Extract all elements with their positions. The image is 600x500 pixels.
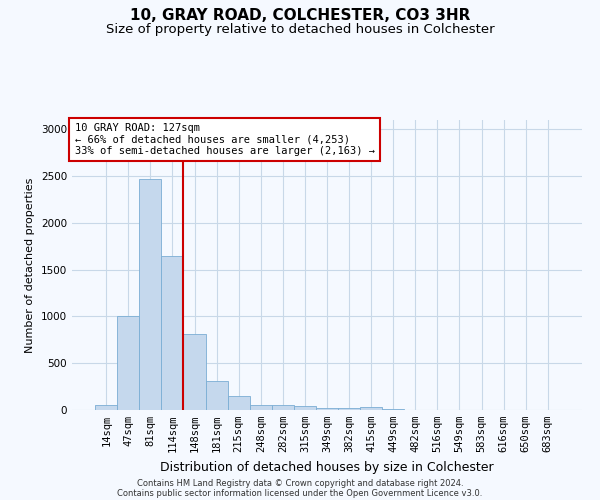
- Bar: [360, 407, 382, 410]
- Bar: [316, 408, 338, 410]
- Bar: [117, 316, 139, 410]
- Bar: [382, 409, 404, 410]
- Text: Size of property relative to detached houses in Colchester: Size of property relative to detached ho…: [106, 22, 494, 36]
- Bar: [338, 408, 360, 410]
- Bar: [294, 406, 316, 410]
- Bar: [139, 179, 161, 410]
- Bar: [95, 405, 117, 410]
- Text: Contains public sector information licensed under the Open Government Licence v3: Contains public sector information licen…: [118, 488, 482, 498]
- Text: Contains HM Land Registry data © Crown copyright and database right 2024.: Contains HM Land Registry data © Crown c…: [137, 478, 463, 488]
- Bar: [206, 382, 227, 410]
- Bar: [184, 334, 206, 410]
- X-axis label: Distribution of detached houses by size in Colchester: Distribution of detached houses by size …: [160, 460, 494, 473]
- Bar: [227, 396, 250, 410]
- Bar: [161, 256, 184, 410]
- Bar: [250, 404, 272, 410]
- Bar: [272, 405, 294, 410]
- Y-axis label: Number of detached properties: Number of detached properties: [25, 178, 35, 352]
- Text: 10, GRAY ROAD, COLCHESTER, CO3 3HR: 10, GRAY ROAD, COLCHESTER, CO3 3HR: [130, 8, 470, 22]
- Text: 10 GRAY ROAD: 127sqm
← 66% of detached houses are smaller (4,253)
33% of semi-de: 10 GRAY ROAD: 127sqm ← 66% of detached h…: [74, 123, 374, 156]
